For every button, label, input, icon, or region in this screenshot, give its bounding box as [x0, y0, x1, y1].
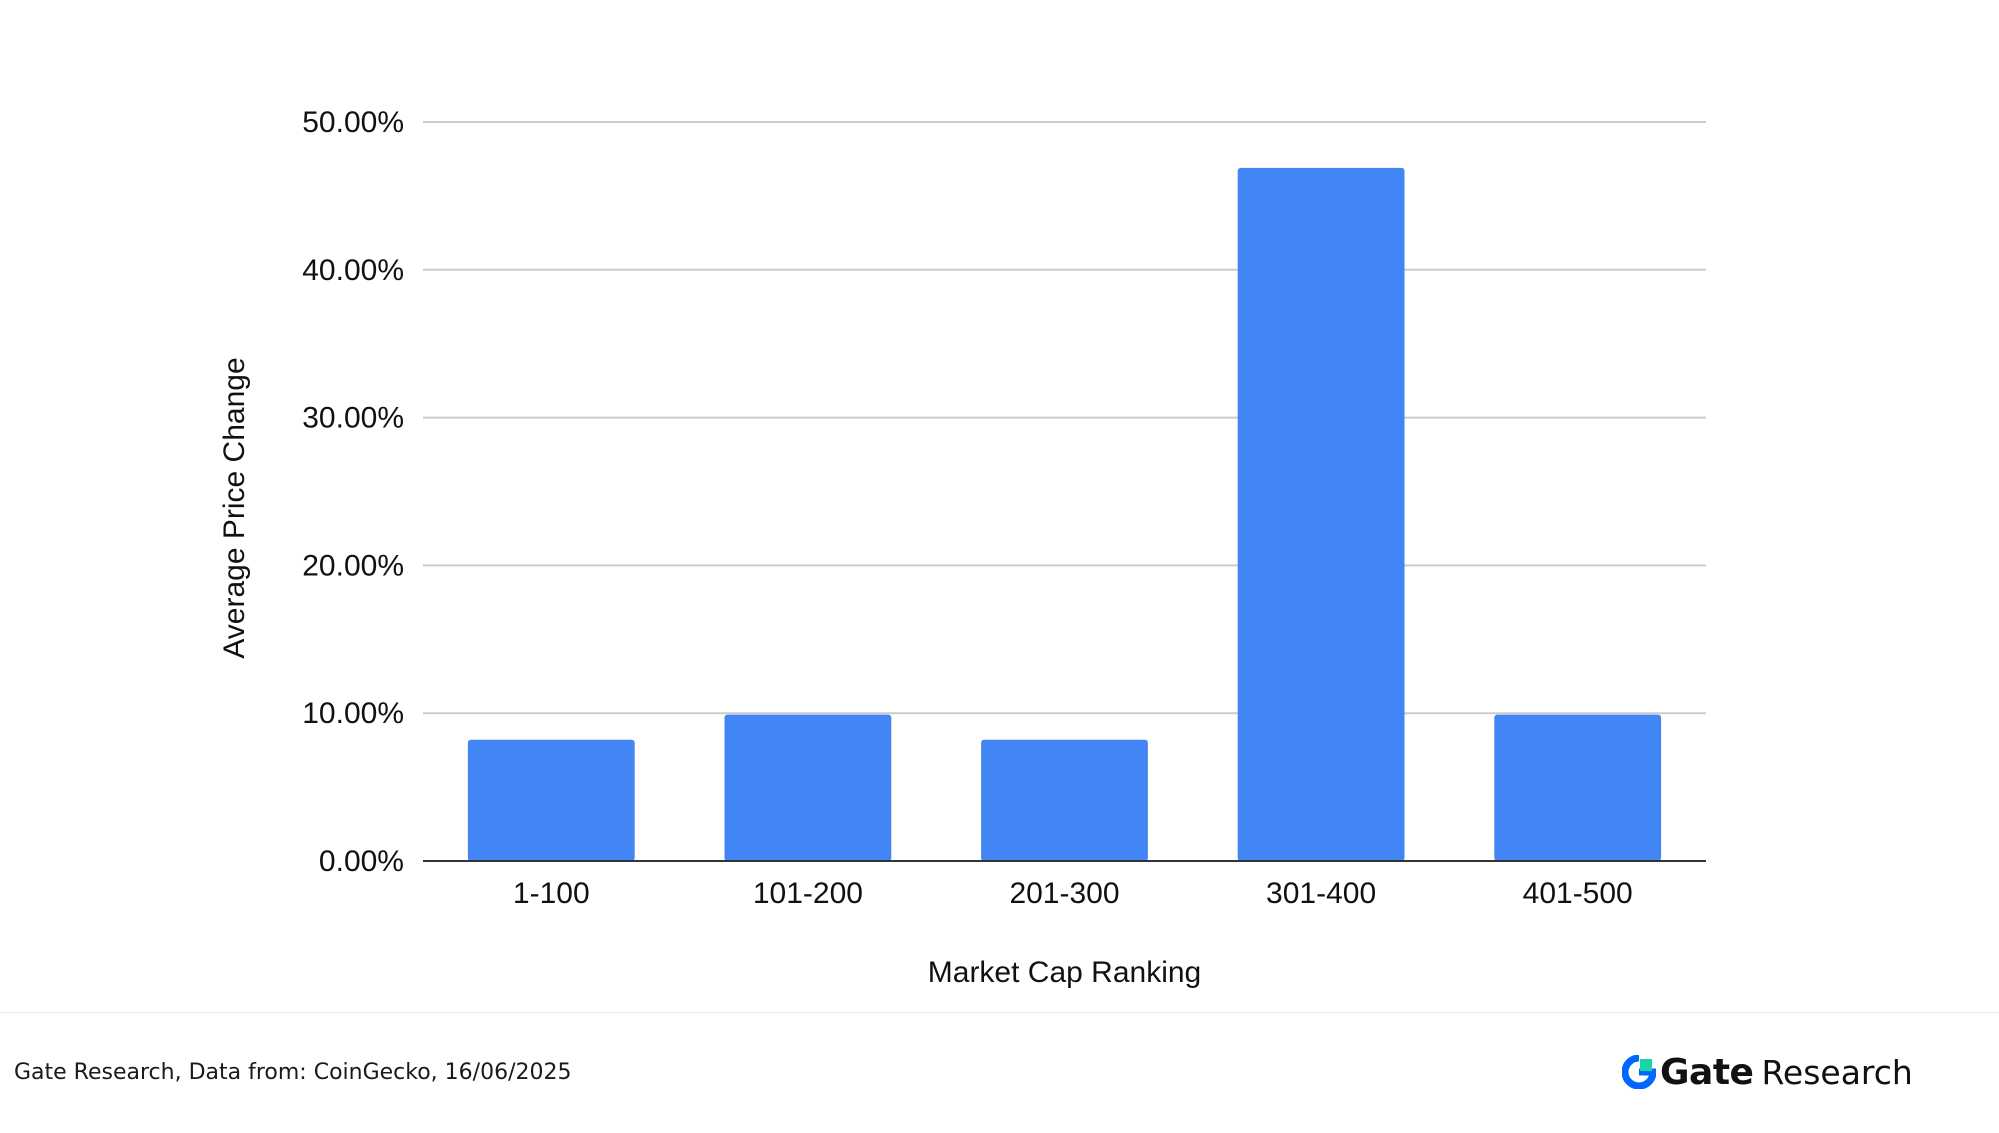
gate-research-logo: Gate Research: [1622, 1050, 1913, 1094]
brand-research-text: Research: [1761, 1052, 1913, 1092]
gate-logo-icon: [1622, 1055, 1656, 1089]
footer-divider: [0, 1012, 1999, 1013]
y-tick-label: 30.00%: [302, 402, 404, 435]
y-tick-label: 50.00%: [302, 106, 404, 139]
x-tick-label: 201-300: [1009, 877, 1119, 910]
y-tick-label: 0.00%: [319, 845, 404, 878]
bar: [1494, 714, 1662, 861]
gridlines: [423, 121, 1706, 715]
bar: [724, 714, 892, 861]
bar: [467, 739, 635, 861]
x-axis-ticks: 1-100 101-200 201-300 301-400 401-500: [513, 877, 1633, 910]
y-axis-ticks: 0.00% 10.00% 20.00% 30.00% 40.00% 50.00%: [302, 106, 404, 878]
y-tick-label: 10.00%: [302, 697, 404, 730]
bar: [1237, 167, 1405, 861]
bars: [467, 167, 1662, 861]
x-axis-title: Market Cap Ranking: [928, 956, 1201, 989]
brand-gate-text: Gate: [1660, 1051, 1754, 1093]
x-tick-label: 301-400: [1266, 877, 1376, 910]
source-note: Gate Research, Data from: CoinGecko, 16/…: [14, 1060, 572, 1085]
y-tick-label: 40.00%: [302, 254, 404, 287]
x-tick-label: 101-200: [753, 877, 863, 910]
x-tick-label: 1-100: [513, 877, 590, 910]
y-axis-title: Average Price Change: [218, 357, 251, 658]
bar-chart: 0.00% 10.00% 20.00% 30.00% 40.00% 50.00% 1-10…: [218, 106, 1706, 989]
bar: [981, 739, 1148, 861]
x-tick-label: 401-500: [1523, 877, 1633, 910]
y-tick-label: 20.00%: [302, 549, 404, 582]
